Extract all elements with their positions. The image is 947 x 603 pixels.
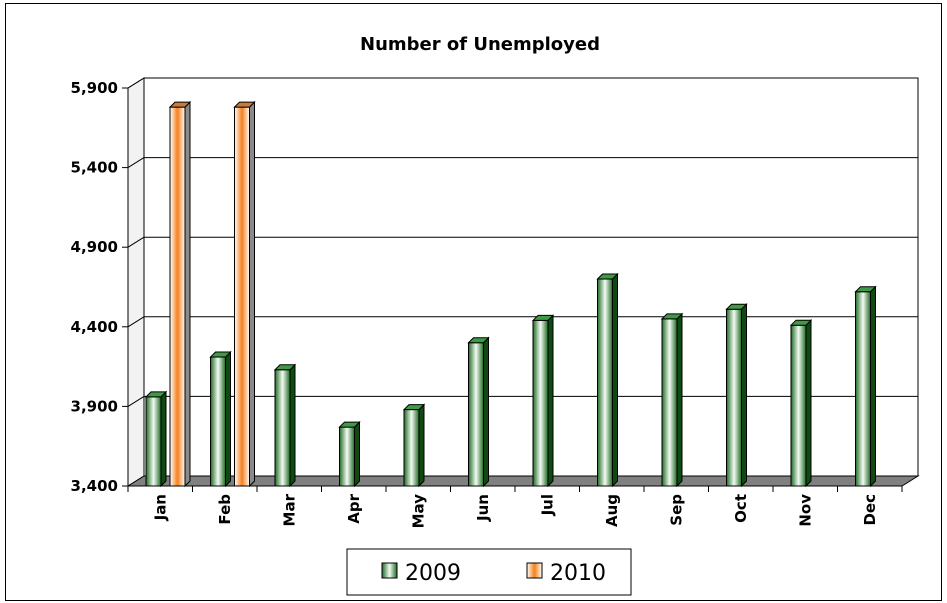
bar-2009-sep xyxy=(661,318,678,487)
bar-2009-nov-top xyxy=(789,319,813,326)
x-tick-label-feb: Feb xyxy=(216,494,234,525)
bar-2010-feb-side xyxy=(249,100,255,488)
bar-2009-may-side xyxy=(418,403,425,488)
y-tick-label: 3,400 xyxy=(71,477,118,495)
x-tick-label-aug: Aug xyxy=(603,494,621,527)
x-tick-label-dec: Dec xyxy=(861,494,879,526)
x-tick-label-apr: Apr xyxy=(345,493,363,523)
y-tick-label: 3,900 xyxy=(71,397,118,415)
bar-2009-may-top xyxy=(402,404,426,411)
bar-2009-apr xyxy=(339,426,355,487)
y-tick-label: 4,900 xyxy=(71,238,118,256)
bar-2009-jul-side xyxy=(547,314,554,488)
bar-2009-aug xyxy=(597,278,613,487)
legend-swatch-2010 xyxy=(526,562,543,579)
x-tick-label-oct: Oct xyxy=(732,494,750,523)
bar-2010-feb-top xyxy=(233,101,256,108)
bar-2010-jan-side xyxy=(184,100,191,488)
bar-2009-oct xyxy=(726,308,742,487)
bar-2009-feb-top xyxy=(209,351,232,358)
bar-2009-jul xyxy=(532,319,549,487)
bar-2009-mar xyxy=(274,369,291,487)
bar-2009-jun xyxy=(468,342,484,487)
x-tick-label-mar: Mar xyxy=(280,493,298,526)
bar-2009-mar-side xyxy=(289,363,296,488)
bar-2009-jun-top xyxy=(467,337,490,344)
x-tick-label-nov: Nov xyxy=(796,494,814,527)
x-tick-label-jun: Jun xyxy=(474,494,492,522)
bar-2009-dec-side xyxy=(870,285,876,488)
bar-2009-may xyxy=(403,409,420,487)
legend-box xyxy=(346,548,632,596)
bar-2009-jan-side xyxy=(160,390,167,488)
gridline-diagonal xyxy=(127,316,145,328)
gridline-diagonal xyxy=(127,157,145,169)
bar-2009-sep-side xyxy=(676,312,683,488)
bar-2009-nov-side xyxy=(805,319,812,488)
legend-label-2009: 2009 xyxy=(405,561,461,586)
plot-back-wall xyxy=(143,77,919,477)
bar-2009-nov xyxy=(790,324,807,487)
bar-2009-aug-side xyxy=(612,272,618,488)
x-tick-label-sep: Sep xyxy=(667,494,685,526)
legend-swatch-2009 xyxy=(381,562,398,579)
bar-2009-jan-top xyxy=(144,391,168,398)
y-tick-label: 5,900 xyxy=(71,79,118,97)
bar-2009-jan xyxy=(145,396,162,487)
bar-2009-feb-side xyxy=(225,350,231,488)
bar-2010-jan xyxy=(169,106,186,487)
bar-2009-oct-side xyxy=(741,303,747,488)
plot-area: 3,400 3,900 4,400 4,900 5,400 5,900 Jan Feb Mar A… xyxy=(71,77,920,529)
bar-2009-dec xyxy=(855,291,871,487)
y-tick-label: 4,400 xyxy=(71,318,118,336)
bar-2009-sep-top xyxy=(660,313,684,320)
bar-2009-jun-side xyxy=(483,336,489,488)
bar-2009-dec-top xyxy=(854,286,877,293)
bar-2009-feb xyxy=(210,356,226,487)
legend-label-2010: 2010 xyxy=(550,561,606,586)
bar-2010-feb xyxy=(234,106,250,487)
bar-2010-jan-top xyxy=(168,101,192,108)
y-tick-label: 5,400 xyxy=(71,159,118,177)
x-tick-label-may: May xyxy=(409,494,427,529)
gridline-diagonal xyxy=(127,395,145,407)
bar-2009-aug-top xyxy=(596,273,619,280)
bar-2009-mar-top xyxy=(273,364,297,371)
x-tick-label-jul: Jul xyxy=(538,494,556,516)
legend: 2009 2010 xyxy=(346,548,632,596)
bar-2009-apr-top xyxy=(338,421,361,428)
bar-2009-oct-top xyxy=(725,303,748,310)
bar-2009-apr-side xyxy=(354,420,360,488)
plot-side-wall xyxy=(127,77,145,487)
chart-title: Number of Unemployed xyxy=(360,34,600,55)
bar-2009-jul-top xyxy=(531,314,555,321)
x-tick-label-jan: Jan xyxy=(151,494,169,521)
gridline-diagonal xyxy=(127,236,145,248)
gridline-diagonal xyxy=(127,77,145,89)
